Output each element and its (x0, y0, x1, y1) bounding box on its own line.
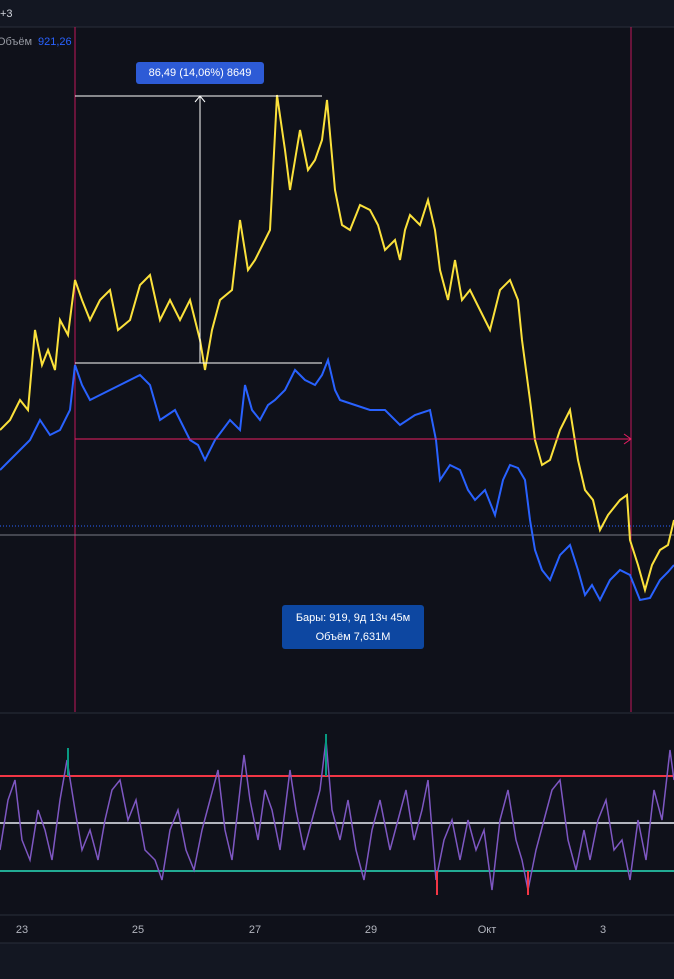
measure-arrowhead (194, 95, 206, 103)
time-label: Окт (478, 924, 497, 936)
yellow-series (0, 94, 674, 594)
time-label: 27 (249, 924, 261, 936)
blue-series (0, 356, 674, 603)
badge: +3 (0, 8, 13, 20)
measure-box (136, 62, 264, 84)
time-label: 3 (600, 924, 606, 936)
range-box (282, 605, 424, 649)
oscillator (0, 739, 674, 891)
volume-value: 921,26 (38, 36, 72, 48)
time-label: 25 (132, 924, 144, 936)
time-label: 23 (16, 924, 28, 936)
top-bar (0, 0, 674, 27)
range-arrowhead (623, 433, 632, 445)
range-volume: Объём 7,631M (316, 631, 391, 643)
bottom-bar (0, 943, 674, 979)
time-label: 29 (365, 924, 377, 936)
range-bars: Бары: 919, 9д 13ч 45м (296, 612, 410, 624)
time-axis: 23 25 27 29 Окт 3 (16, 924, 606, 936)
measure-label: 86,49 (14,06%) 8649 (149, 67, 252, 79)
volume-label: Объём (0, 36, 32, 48)
